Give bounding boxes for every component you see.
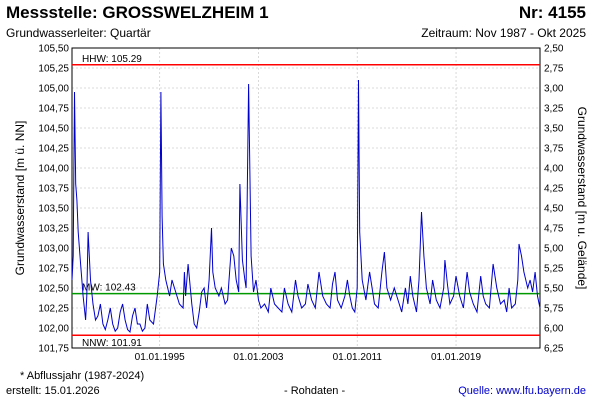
y2-tick-label: 4,50: [544, 204, 564, 215]
y2-axis-label: Grundwasserstand [m u. Gelände]: [575, 107, 589, 290]
chart-title: Messstelle: GROSSWELZHEIM 1: [6, 3, 269, 22]
x-tick-label: 01.01.1995: [135, 352, 185, 363]
y-tick-label: 104,25: [38, 144, 69, 155]
y-tick-label: 102,00: [38, 324, 69, 335]
hhw-label: HHW: 105.29: [82, 54, 142, 65]
y-tick-label: 105,25: [38, 64, 69, 75]
y-tick-label: 103,50: [38, 204, 69, 215]
y2-tick-label: 6,00: [544, 324, 564, 335]
y-tick-label: 104,50: [38, 124, 69, 135]
y-tick-label: 103,25: [38, 224, 69, 235]
nnw-label: NNW: 101.91: [82, 338, 142, 349]
y-tick-label: 103,00: [38, 244, 69, 255]
reference-lines: HHW: 105.29 MW: 102.43 NNW: 101.91: [72, 54, 540, 349]
aquifer-label: Grundwasserleiter: Quartär: [6, 26, 151, 40]
y-tick-label: 102,75: [38, 264, 69, 275]
series-line-groundwater: [71, 79, 541, 334]
y2-tick-label: 5,50: [544, 284, 564, 295]
left-axis-ticks: 101,75 102,00 102,25 102,50 102,75 103,00 103,…: [38, 44, 69, 355]
x-axis-ticks: 01.01.1995 01.01.2003 01.01.2011 01.01.2019: [135, 352, 482, 363]
y2-tick-label: 4,25: [544, 184, 564, 195]
y-tick-label: 102,50: [38, 284, 69, 295]
y2-tick-label: 5,75: [544, 304, 564, 315]
y-tick-label: 102,25: [38, 304, 69, 315]
mw-label: MW: 102.43: [82, 283, 136, 294]
y-tick-label: 101,75: [38, 344, 69, 355]
right-axis-ticks: 6,25 6,00 5,75 5,50 5,25 5,00 4,75 4,50 4,25 4,00…: [544, 44, 564, 355]
footnote: * Abflussjahr (1987-2024): [20, 370, 145, 382]
y-tick-label: 105,00: [38, 84, 69, 95]
y-tick-label: 104,00: [38, 164, 69, 175]
x-tick-label: 01.01.2003: [233, 352, 283, 363]
y2-tick-label: 4,75: [544, 224, 564, 235]
y2-tick-label: 3,25: [544, 104, 564, 115]
source-link[interactable]: Quelle: www.lfu.bayern.de: [458, 385, 586, 397]
raw-data-label: - Rohdaten -: [284, 385, 346, 397]
y2-tick-label: 6,25: [544, 344, 564, 355]
y2-tick-label: 3,50: [544, 124, 564, 135]
y-tick-label: 105,50: [38, 44, 69, 55]
y2-tick-label: 3,00: [544, 84, 564, 95]
y2-tick-label: 3,75: [544, 144, 564, 155]
created-date: erstellt: 15.01.2026: [6, 385, 100, 397]
y2-tick-label: 2,75: [544, 64, 564, 75]
y2-tick-label: 2,50: [544, 44, 564, 55]
x-tick-label: 01.01.2011: [333, 352, 383, 363]
y-tick-label: 104,75: [38, 104, 69, 115]
x-tick-label: 01.01.2019: [431, 352, 481, 363]
y2-tick-label: 5,00: [544, 244, 564, 255]
plot-area: [71, 47, 541, 349]
y-axis-label: Grundwasserstand [m ü. NN]: [13, 121, 27, 276]
y2-tick-label: 5,25: [544, 264, 564, 275]
y2-tick-label: 4,00: [544, 164, 564, 175]
station-number: Nr: 4155: [518, 3, 586, 22]
y-tick-label: 103,75: [38, 184, 69, 195]
period-label: Zeitraum: Nov 1987 - Okt 2025: [421, 26, 586, 40]
